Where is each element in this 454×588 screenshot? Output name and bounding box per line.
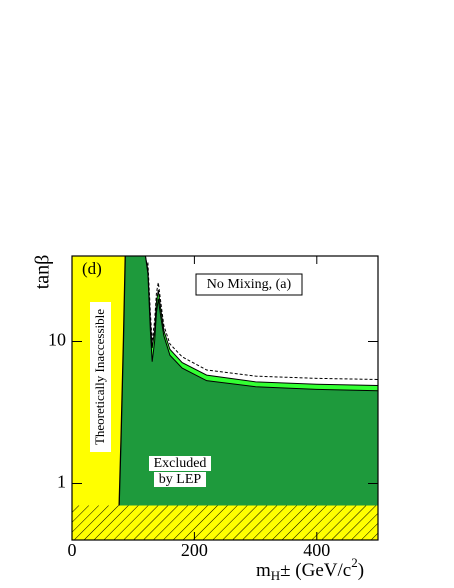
x-axis-label-part: ± (GeV/c <box>280 560 351 581</box>
panel-label: (d) <box>82 259 102 278</box>
y-tick-label: 10 <box>48 330 66 350</box>
x-tick-label: 400 <box>303 540 330 560</box>
x-axis-label-part: 2 <box>351 555 358 570</box>
excluded-label: Excluded <box>154 456 207 471</box>
box-label: No Mixing, (a) <box>207 277 292 292</box>
theory-label-bg <box>90 302 111 452</box>
box-frame <box>195 273 303 296</box>
plot-frame <box>71 255 379 541</box>
theory-label: Theoretically Inaccessible <box>92 309 107 445</box>
x-axis-label-part: H <box>271 568 280 583</box>
dashed-limit <box>147 262 378 380</box>
excluded-label-bg <box>149 456 211 471</box>
excluded-region <box>72 256 378 540</box>
excluded-label: by LEP <box>159 472 202 487</box>
x-axis-label-part: m <box>256 560 271 581</box>
y-tick-label: 1 <box>57 472 66 492</box>
plot-area <box>72 256 378 540</box>
y-axis-label: tanβ <box>32 255 54 290</box>
x-tick-label: 200 <box>181 540 208 560</box>
hatched-region <box>72 505 378 540</box>
x-axis-label-part: ) <box>358 560 364 581</box>
x-tick-label: 0 <box>68 540 77 560</box>
excluded-label-bg <box>154 472 206 487</box>
x-axis-label: mH± (GeV/c2) <box>256 555 364 583</box>
